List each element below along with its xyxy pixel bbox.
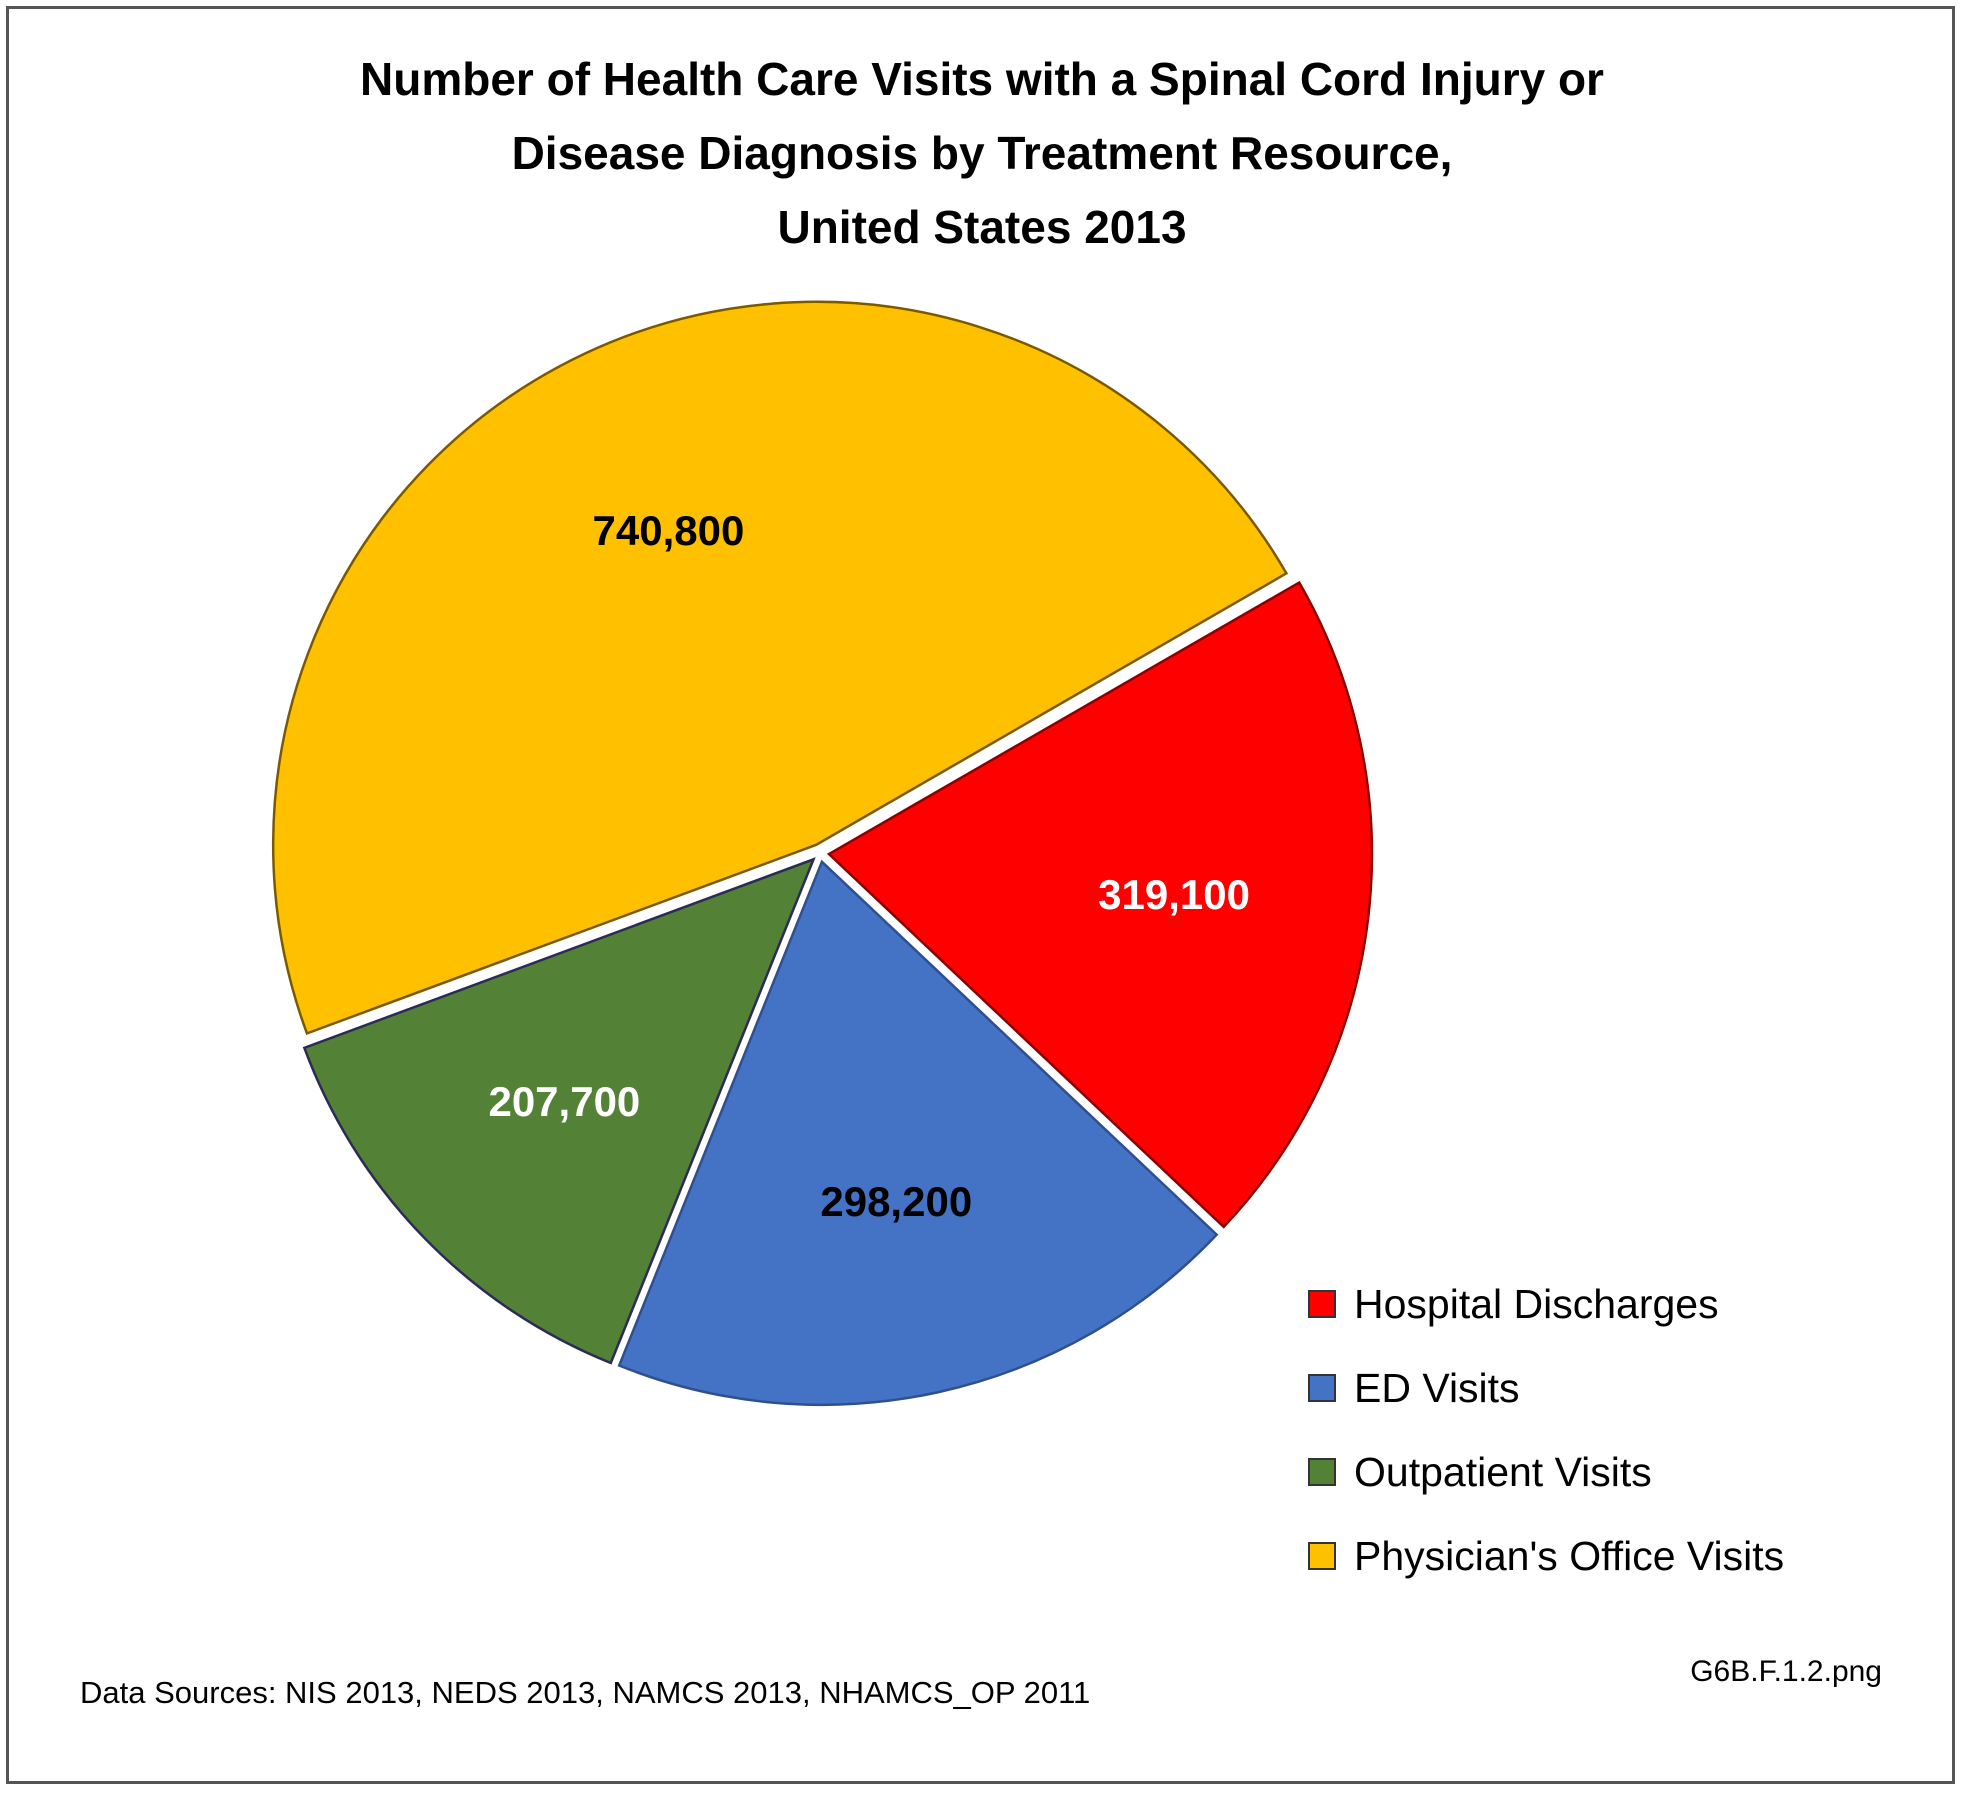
legend-label-physicians-office-visits: Physician's Office Visits (1354, 1532, 1785, 1579)
pie-slice-physicians-office-visits (271, 300, 1289, 1036)
chart-frame (6, 6, 1955, 1784)
legend-item-outpatient-visits: Outpatient Visits (1308, 1430, 1784, 1514)
pie-slice-outpatient-visits (302, 857, 816, 1365)
legend-label-hospital-discharges: Hospital Discharges (1354, 1280, 1719, 1327)
legend-item-ed-visits: ED Visits (1308, 1346, 1784, 1430)
legend-item-hospital-discharges: Hospital Discharges (1308, 1262, 1784, 1346)
legend-label-outpatient-visits: Outpatient Visits (1354, 1448, 1652, 1495)
chart-title: Number of Health Care Visits with a Spin… (0, 42, 1964, 264)
data-sources-note: Data Sources: NIS 2013, NEDS 2013, NAMCS… (80, 1675, 1091, 1710)
legend-swatch-outpatient-visits (1308, 1458, 1336, 1486)
pie-slice-ed-visits (617, 859, 1219, 1407)
slice-label-physicians-office-visits: 740,800 (593, 507, 745, 554)
slice-label-outpatient-visits: 207,700 (488, 1078, 640, 1125)
legend-label-ed-visits: ED Visits (1354, 1364, 1520, 1411)
slice-label-hospital-discharges: 319,100 (1098, 871, 1250, 918)
legend-swatch-ed-visits (1308, 1374, 1336, 1402)
chart-title-line-2: Disease Diagnosis by Treatment Resource, (511, 127, 1453, 179)
slice-label-ed-visits: 298,200 (820, 1178, 972, 1225)
legend: Hospital Discharges ED Visits Outpatient… (1308, 1262, 1784, 1598)
legend-swatch-physicians-office-visits (1308, 1542, 1336, 1570)
pie-slice-hospital-discharges (826, 580, 1374, 1229)
legend-swatch-hospital-discharges (1308, 1290, 1336, 1318)
chart-title-line-3: United States 2013 (777, 201, 1187, 253)
file-name-label: G6B.F.1.2.png (1690, 1655, 1882, 1688)
legend-item-physicians-office-visits: Physician's Office Visits (1308, 1514, 1784, 1598)
chart-title-line-1: Number of Health Care Visits with a Spin… (360, 53, 1604, 105)
